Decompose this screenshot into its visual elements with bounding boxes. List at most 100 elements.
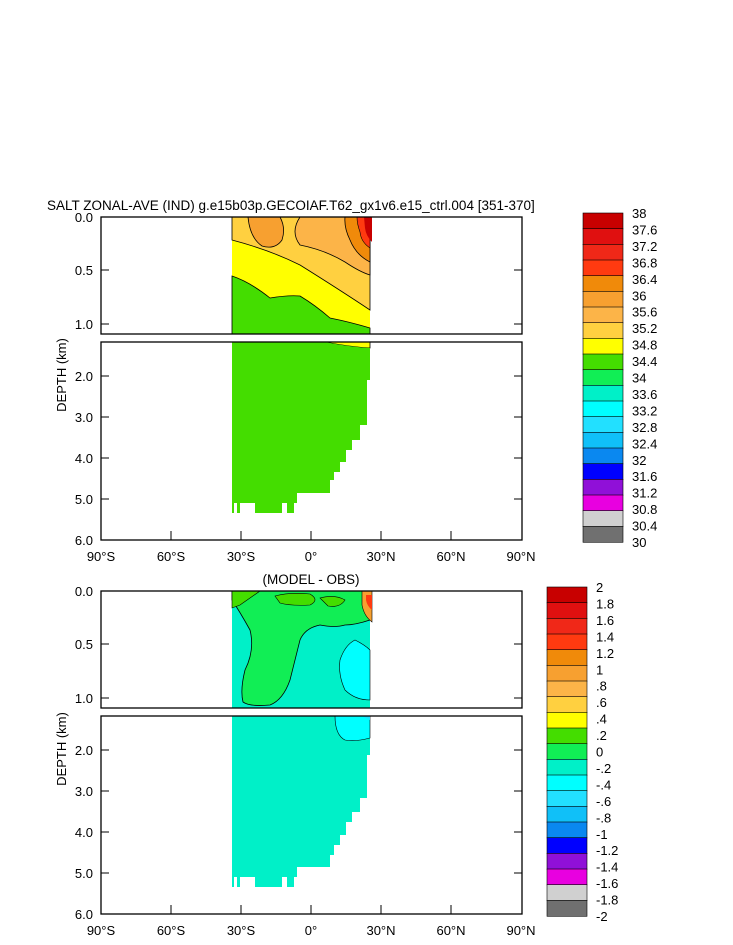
contour-0: [231, 590, 371, 706]
x-tick-label: 60°S: [157, 549, 186, 564]
colorbar-swatch: [546, 680, 588, 698]
colorbar-swatch: [546, 696, 588, 713]
y-tick-label: 5.0: [75, 866, 93, 881]
x-tick-label: 60°N: [436, 549, 465, 564]
colorbar-swatch: [582, 400, 624, 418]
y-tick-label: 5.0: [75, 492, 93, 507]
x-tick-label: 90°N: [506, 923, 535, 938]
contour-neg-0-2-lower: [334, 715, 371, 741]
y-tick-label: 4.0: [75, 825, 93, 840]
colorbar-label: 32.4: [632, 436, 657, 451]
tick-marks: [101, 643, 522, 914]
colorbar-label: 33.6: [632, 387, 657, 402]
colorbar-swatch: [546, 633, 588, 651]
contour-1-4: [366, 595, 372, 610]
colorbar-swatch: [582, 338, 624, 355]
colorbar-swatch: [582, 479, 624, 496]
y-tick-label: 2.0: [75, 743, 93, 758]
colorbar-label: -.6: [596, 794, 611, 809]
colorbar-swatch: [582, 244, 624, 261]
colorbar-label: -.4: [596, 777, 611, 792]
colorbar-label: 30.4: [632, 519, 657, 534]
colorbar-swatch: [546, 665, 588, 682]
colorbar-swatch: [582, 291, 624, 308]
colorbar-label: 34: [632, 371, 646, 386]
colorbar-swatch: [582, 212, 624, 230]
colorbar-swatch: [546, 837, 588, 854]
colorbar-swatch: [546, 806, 588, 823]
colorbar-label: .8: [596, 679, 607, 694]
colorbar-label: -.2: [596, 761, 611, 776]
colorbar-label: -.8: [596, 810, 611, 825]
colorbar-label: 1.6: [596, 613, 614, 628]
x-tick-label: 30°N: [366, 923, 395, 938]
colorbar-swatch: [546, 774, 588, 792]
colorbar-label: 32.8: [632, 420, 657, 435]
colorbar-label: 34.4: [632, 354, 657, 369]
colorbar-label: 2: [596, 580, 603, 595]
y-axis-label: DEPTH (km): [54, 712, 69, 786]
y-axis-label: DEPTH (km): [54, 338, 69, 412]
colorbar-swatch: [582, 369, 624, 386]
colorbar-swatch: [546, 900, 588, 917]
contour-neg-0-2: [339, 639, 371, 701]
chart-title: (MODEL - OBS): [262, 572, 359, 587]
colorbar-label: 38: [632, 206, 646, 221]
contour-36-left: [247, 216, 284, 248]
contour-34-8: [231, 275, 371, 335]
contour-neg-0-4-lower: [362, 716, 370, 720]
colorbar-label: -2: [596, 909, 608, 924]
upper-plot-field: [231, 590, 373, 708]
colorbar-swatch: [546, 884, 588, 901]
colorbar-label: 35.2: [632, 321, 657, 336]
colorbar-label: 36.4: [632, 272, 657, 287]
colorbar-swatch: [582, 494, 624, 512]
contour-35-6: [232, 216, 371, 276]
x-tick-label: 30°S: [227, 549, 256, 564]
colorbar-swatch: [582, 510, 624, 527]
y-tick-label: 6.0: [75, 533, 93, 548]
colorbar-swatch: [546, 790, 588, 807]
colorbar-label: 37.2: [632, 239, 657, 254]
y-tick-label: 1.0: [75, 317, 93, 332]
colorbar-label: 34.8: [632, 338, 657, 353]
colorbar-label: 31.2: [632, 486, 657, 501]
colorbar-label: .6: [596, 695, 607, 710]
colorbar-swatch: [546, 853, 588, 870]
contour-38: [364, 217, 372, 242]
colorbar-swatch: [546, 649, 588, 666]
upper-plot-frame: [100, 216, 523, 335]
colorbar-label: -1.4: [596, 860, 618, 875]
x-tick-label: 30°S: [227, 923, 256, 938]
colorbar-label: 36.8: [632, 255, 657, 270]
colorbar-swatch: [582, 322, 624, 339]
colorbar-swatch: [582, 447, 624, 465]
lower-cyan-field: [232, 716, 370, 887]
colorbar-swatch: [582, 463, 624, 480]
y-tick-label: 2.0: [75, 369, 93, 384]
colorbar-label: .2: [596, 728, 607, 743]
colorbar-swatch: [546, 586, 588, 604]
colorbar-label: -1: [596, 827, 608, 842]
x-tick-label: 90°S: [87, 549, 116, 564]
colorbar-swatch: [582, 353, 624, 371]
colorbar-swatch: [582, 526, 624, 543]
x-tick-label: 30°N: [366, 549, 395, 564]
y-tick-label: 0.5: [75, 263, 93, 278]
y-tick-label: 3.0: [75, 784, 93, 799]
y-tick-label: 4.0: [75, 451, 93, 466]
colorbar-label: 36: [632, 288, 646, 303]
colorbar-label: 1.4: [596, 629, 614, 644]
tick-marks: [101, 269, 522, 540]
contour-0-2-b: [319, 596, 346, 607]
colorbar-swatch: [582, 228, 624, 245]
colorbar-swatch: [546, 759, 588, 776]
colorbar-label: .4: [596, 712, 607, 727]
colorbar-label: 37.6: [632, 222, 657, 237]
colorbar-label: 30: [632, 535, 646, 550]
x-tick-label: 90°N: [506, 549, 535, 564]
colorbar-label: 35.6: [632, 305, 657, 320]
colorbar-label: 32: [632, 453, 646, 468]
